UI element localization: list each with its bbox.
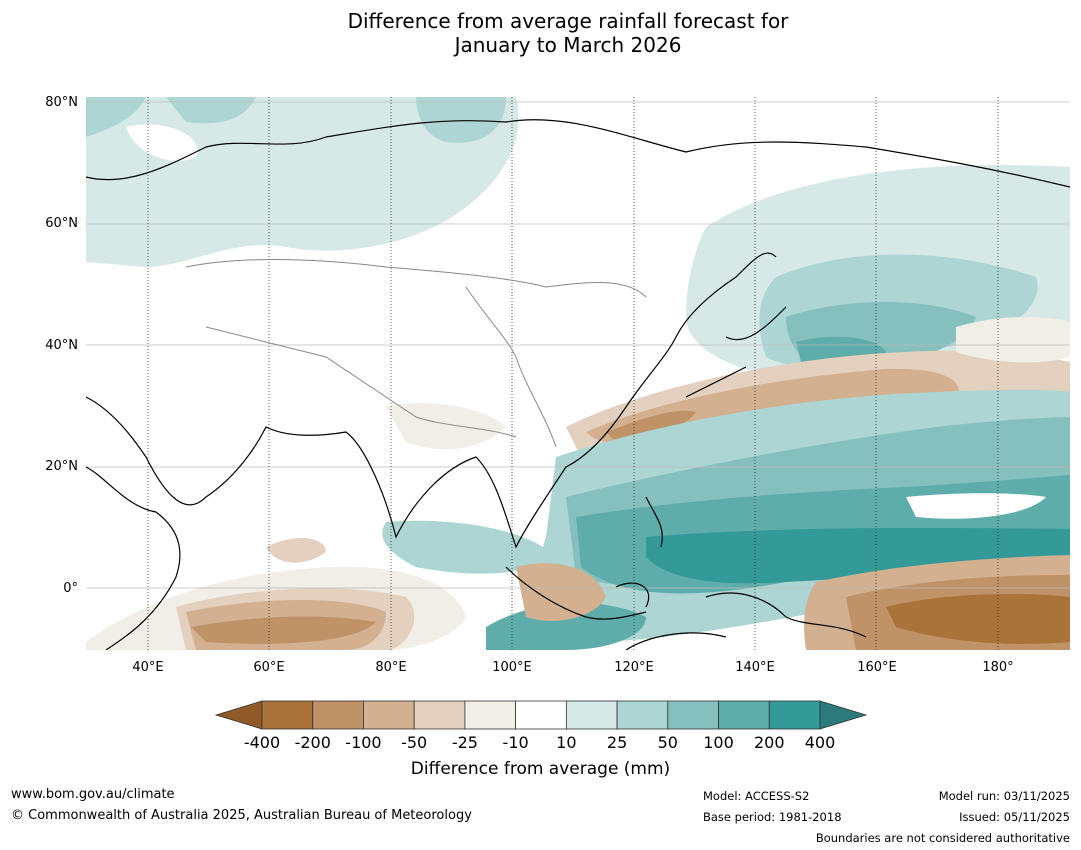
colorbar-tick-label: -50 [401,733,428,752]
lon-label: 60°E [253,660,285,675]
footer-copyright: © Commonwealth of Australia 2025, Austra… [11,808,472,823]
colorbar-tick-label: 50 [657,733,678,752]
colorbar-tick-label: 400 [804,733,836,752]
colorbar-tick-label: -10 [502,733,529,752]
footer-boundaries-note: Boundaries are not considered authoritat… [815,831,1070,845]
lon-label: 100°E [492,660,532,675]
colorbar-over-arrow [819,700,868,730]
footer-model-run: Model run: 03/11/2025 [938,789,1070,803]
lon-label: 80°E [375,660,407,675]
colorbar-tick-label: -25 [451,733,478,752]
lat-label: 60°N [45,216,78,231]
colorbar-bin [768,700,821,730]
title-line-1: Difference from average rainfall forecas… [347,9,789,33]
lat-label: 0° [63,581,78,596]
colorbar-tick-label: -200 [294,733,331,752]
colorbar-tick-label: 10 [556,733,577,752]
footer-issued: Issued: 05/11/2025 [959,810,1070,824]
colorbar [214,700,868,730]
colorbar-bin [565,700,618,730]
colorbar-bin [363,700,415,730]
colorbar-bin [464,700,517,730]
lat-label: 20°N [45,459,78,474]
lat-label: 40°N [45,338,78,353]
lon-label: 120°E [614,660,654,675]
title-line-2: January to March 2026 [454,33,682,57]
lat-label: 80°N [45,95,78,110]
colorbar-bin [515,700,567,730]
colorbar-tick-label: 100 [703,733,734,752]
colorbar-bin [718,700,770,730]
colorbar-under-arrow [214,700,263,730]
lon-label: 40°E [132,660,164,675]
colorbar-bin [312,700,364,730]
footer-base-period: Base period: 1981-2018 [703,810,842,824]
lon-label: 180° [982,660,1014,675]
colorbar-title: Difference from average (mm) [410,759,671,779]
colorbar-tick-label: 25 [606,733,628,752]
colorbar-bin [261,700,314,730]
gridlines [86,97,1070,650]
lon-label: 160°E [857,660,897,675]
map-title: Difference from average rainfall forecas… [0,9,1081,57]
anomaly-shading [86,97,1070,650]
colorbar-bin [667,700,719,730]
country-boundaries [185,259,647,448]
footer-model: Model: ACCESS-S2 [703,789,810,803]
footer-url[interactable]: www.bom.gov.au/climate [11,787,175,802]
colorbar-tick-label: -100 [345,733,382,752]
coastlines [86,119,1070,650]
colorbar-bin [413,700,466,730]
rainfall-anomaly-map [86,97,1070,650]
lon-label: 140°E [735,660,775,675]
colorbar-tick-label: 200 [753,733,785,752]
colorbar-tick-label: -400 [243,733,281,752]
colorbar-bin [616,700,669,730]
